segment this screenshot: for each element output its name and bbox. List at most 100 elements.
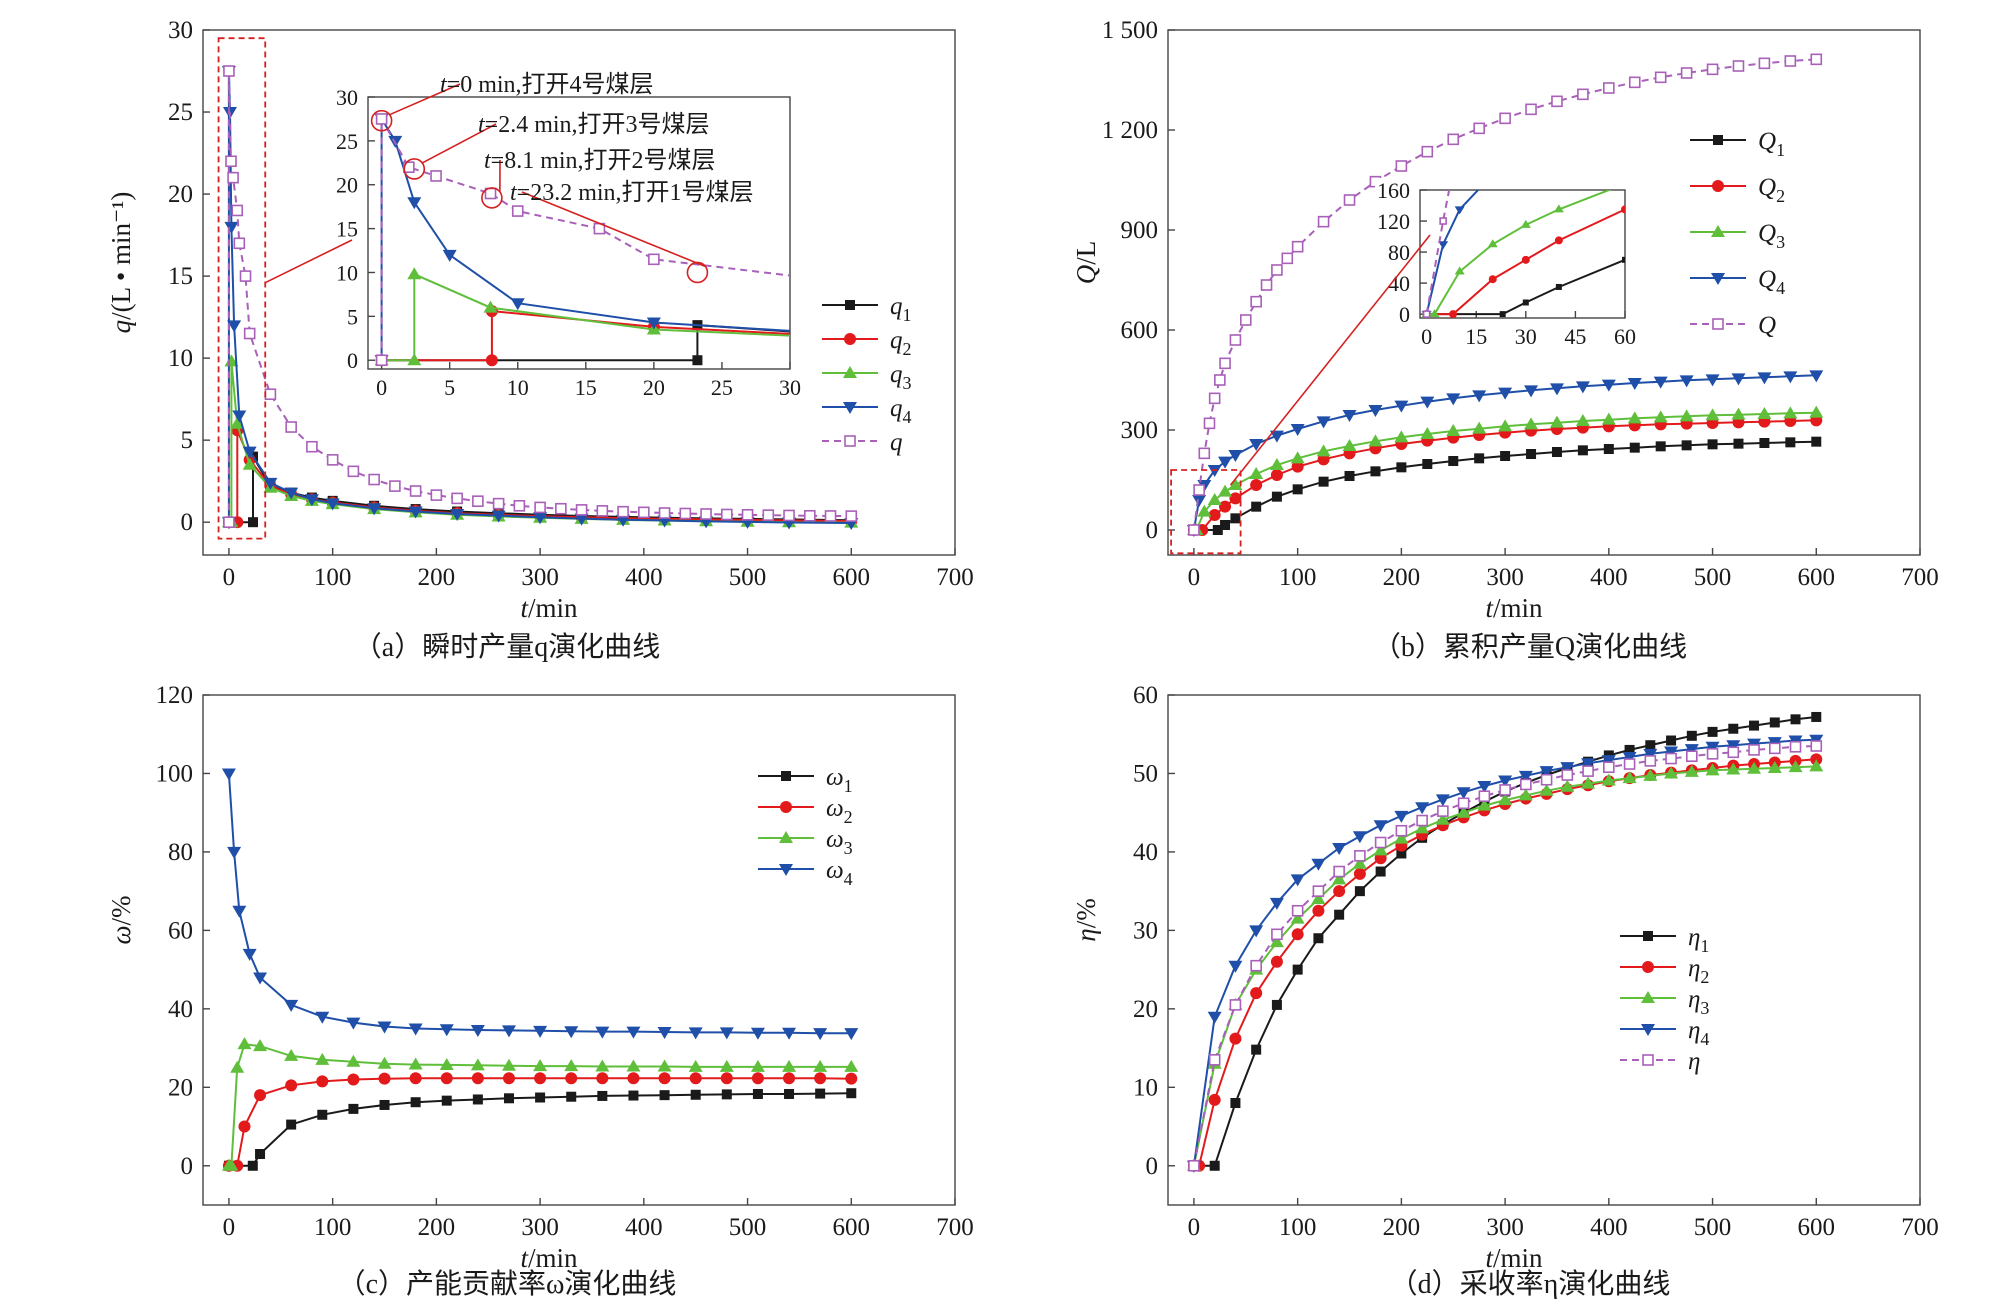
panel-c-point-ω4 bbox=[813, 1028, 828, 1041]
panel-c-point-ω2 bbox=[596, 1072, 609, 1085]
panel-b-point-Q1 bbox=[1526, 449, 1537, 459]
inset-a-xtick-label: 15 bbox=[575, 375, 597, 400]
panel-d-point-η3 bbox=[1560, 779, 1575, 792]
inset-b-point-Q1 bbox=[1837, 199, 1843, 205]
panel-b-point-Q3 bbox=[1228, 478, 1243, 490]
panel-a-point-q bbox=[555, 502, 567, 515]
panel-b-point-Q3 bbox=[1197, 504, 1212, 517]
panel-c-point-ω3 bbox=[750, 1059, 765, 1072]
panel-d-point-η bbox=[1789, 740, 1802, 753]
inset-a-annotation: t=23.2 min,打开1号煤层 bbox=[510, 179, 754, 206]
panel-d-point-η bbox=[1416, 814, 1428, 827]
panel-d-point-η1 bbox=[1209, 1160, 1220, 1171]
panel-b-point-Q bbox=[1250, 295, 1262, 308]
panel-b-point-Q4 bbox=[1757, 372, 1772, 385]
panel-a-point-q bbox=[534, 501, 546, 514]
panel-b-point-Q bbox=[1525, 103, 1537, 116]
panel-b-xtick-label: 200 bbox=[1383, 564, 1421, 591]
panel-a-xtick-label: 100 bbox=[314, 564, 352, 591]
panel-c-point-ω1 bbox=[566, 1091, 577, 1102]
panel-d-ylabel: η/% bbox=[1071, 898, 1101, 941]
panel-c-point-ω2 bbox=[316, 1075, 329, 1088]
panel-b-point-Q4 bbox=[1731, 373, 1746, 386]
panel-b-point-Q4 bbox=[1809, 370, 1824, 383]
panel-c-xtick-label: 200 bbox=[418, 1214, 456, 1241]
panel-d-point-η bbox=[1748, 744, 1760, 756]
panel-c-line-ω4 bbox=[227, 773, 852, 1035]
panel-d-point-η1 bbox=[1645, 740, 1656, 751]
panel-c-point-ω2 bbox=[534, 1072, 547, 1085]
panel-b-point-Q1 bbox=[1448, 456, 1459, 466]
panel-d-point-η2 bbox=[1270, 955, 1283, 968]
panel-d-point-η bbox=[1250, 959, 1262, 972]
panel-a-point-q3 bbox=[230, 416, 245, 429]
panel-d-point-η bbox=[1354, 850, 1366, 862]
panel-b-point-Q1 bbox=[1707, 439, 1718, 450]
panel-a-point-q bbox=[596, 505, 609, 517]
panel-c-point-ω4 bbox=[315, 1011, 330, 1024]
panel-d-point-η bbox=[1582, 765, 1594, 777]
panel-c-ytick-label: 100 bbox=[156, 760, 194, 787]
inset-b-point-Q3 bbox=[2000, 103, 2008, 111]
panel-a-point-q bbox=[389, 480, 401, 492]
panel-c-point-ω2 bbox=[720, 1072, 733, 1085]
panel-d-ytick-label: 60 bbox=[1133, 682, 1158, 709]
panel-c-point-ω1 bbox=[441, 1095, 452, 1106]
panel-c-point-ω1 bbox=[348, 1103, 359, 1114]
panel-d-frame bbox=[1167, 694, 1921, 1206]
panel-d-point-η1 bbox=[1666, 735, 1677, 746]
panel-d-xtick-label: 300 bbox=[1486, 1214, 1524, 1241]
inset-a-point-q2 bbox=[920, 335, 932, 347]
panel-a-point-q bbox=[223, 516, 235, 528]
panel-a-point-q4 bbox=[533, 512, 548, 525]
panel-d-legend-marker bbox=[1643, 931, 1653, 941]
panel-c-point-ω4 bbox=[242, 948, 257, 961]
panel-b-point-Q3 bbox=[1446, 424, 1461, 436]
inset-b-point-Q2 bbox=[1521, 255, 1530, 264]
panel-b-point-Q4 bbox=[1498, 387, 1513, 400]
inset-a-point-q3 bbox=[919, 335, 933, 347]
inset-a-point-q2 bbox=[1192, 339, 1204, 351]
panel-c-point-ω2 bbox=[440, 1072, 453, 1085]
panel-d-point-η4 bbox=[1705, 741, 1720, 754]
panel-d-point-η4 bbox=[1228, 960, 1243, 973]
panel-a-xtick-label: 500 bbox=[729, 564, 767, 591]
inset-a-point-q bbox=[648, 253, 660, 266]
panel-d-point-η1 bbox=[1334, 909, 1345, 920]
panel-c-frame bbox=[202, 694, 956, 1206]
panel-a-legend-label: q4 bbox=[890, 395, 912, 427]
panel-b-point-Q3 bbox=[1575, 414, 1590, 426]
panel-d-point-η bbox=[1291, 904, 1304, 917]
inset-b-point-Q3 bbox=[1686, 158, 1696, 166]
panel-b-point-Q bbox=[1208, 392, 1221, 405]
panel-a-legend-marker bbox=[844, 333, 856, 345]
panel-b-point-Q bbox=[1203, 417, 1216, 430]
panel-b-point-Q4 bbox=[1524, 385, 1539, 398]
panel-a-point-q bbox=[285, 421, 297, 433]
panel-d-point-η3 bbox=[1726, 762, 1741, 775]
panel-d-point-η2 bbox=[1229, 1032, 1242, 1045]
inset-a-point-q1 bbox=[1738, 344, 1748, 354]
panel-d-point-η2 bbox=[1208, 1093, 1221, 1106]
panel-d-point-η3 bbox=[1498, 793, 1513, 806]
panel-c-point-ω3 bbox=[533, 1059, 548, 1072]
panel-c-legend-marker bbox=[780, 801, 792, 813]
panel-a-point-q bbox=[430, 489, 443, 501]
panel-d-ytick-label: 30 bbox=[1133, 917, 1158, 944]
inset-b-point-Q2 bbox=[1488, 275, 1497, 284]
panel-b-point-Q3 bbox=[1809, 405, 1824, 418]
panel-c-xtick-label: 300 bbox=[521, 1214, 559, 1241]
inset-b-point-Q4 bbox=[1521, 152, 1531, 160]
panel-b-legend-marker bbox=[1711, 273, 1725, 285]
panel-b-point-Q4 bbox=[1627, 378, 1642, 390]
panel-b-point-Q bbox=[1551, 95, 1563, 108]
panel-b-point-Q bbox=[1271, 264, 1283, 276]
panel-a-point-q1 bbox=[247, 517, 258, 528]
panel-d-point-η bbox=[1727, 746, 1740, 759]
panel-d-point-η bbox=[1686, 750, 1698, 763]
panel-a-zoom-connector bbox=[264, 239, 353, 284]
panel-b-point-Q bbox=[1784, 55, 1797, 67]
panel-b-ytick-label: 600 bbox=[1121, 317, 1159, 344]
inset-a-ytick-label: 10 bbox=[336, 260, 358, 285]
panel-a-ytick-label: 5 bbox=[181, 427, 194, 454]
